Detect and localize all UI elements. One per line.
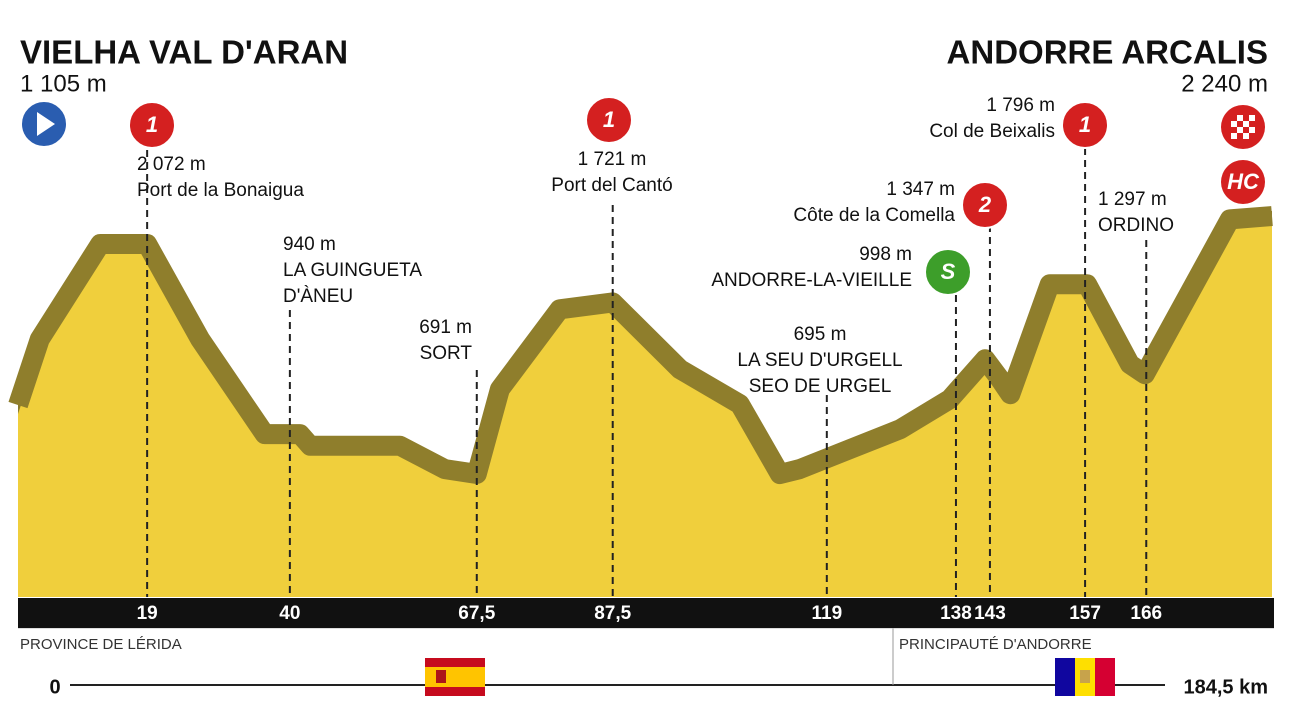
region-label: PROVINCE DE LÉRIDA	[20, 636, 182, 653]
region-label: PRINCIPAUTÉ D'ANDORRE	[899, 636, 1092, 653]
climb-badge	[585, 96, 633, 144]
waypoint-elevation: 1 347 m	[886, 179, 955, 200]
climb-badge-label: 1	[146, 112, 158, 137]
spain-flag	[425, 658, 485, 696]
waypoint-name: D'ÀNEU	[283, 286, 353, 307]
start-elevation: 1 105 m	[20, 70, 107, 97]
km-label: 67,5	[458, 603, 495, 624]
waypoint-name: LA GUINGUETA	[283, 260, 422, 281]
waypoint-elevation: 1 297 m	[1098, 189, 1167, 210]
waypoint-elevation: 1 796 m	[986, 95, 1055, 116]
waypoint-name: SORT	[420, 343, 473, 364]
hc-badge	[1221, 160, 1265, 204]
waypoint-elevation: 691 m	[419, 317, 472, 338]
waypoint-elevation: 998 m	[859, 244, 912, 265]
waypoint-name: Col de Beixalis	[929, 121, 1055, 142]
km-label: 40	[279, 603, 300, 624]
km-bar	[18, 598, 1274, 628]
km-label: 138	[940, 603, 972, 624]
finish-elevation: 2 240 m	[1181, 70, 1268, 97]
climb-badge	[128, 101, 176, 149]
waypoint-elevation: 1 721 m	[578, 149, 647, 170]
start-name: VIELHA VAL D'ARAN	[20, 34, 348, 71]
waypoint-elevation: 2 072 m	[137, 154, 206, 175]
km-label: 157	[1069, 603, 1101, 624]
waypoint-elevation: 695 m	[794, 324, 847, 345]
climb-badge-label: 1	[1079, 112, 1091, 137]
climb-badge	[961, 181, 1009, 229]
waypoint-name: SEO DE URGEL	[749, 376, 892, 397]
distance-label: 184,5 km	[1183, 676, 1268, 698]
climb-badge-label: 1	[603, 107, 615, 132]
profile-ridge	[8, 206, 1273, 485]
distance-label: 0	[49, 676, 60, 698]
finish-name: ANDORRE ARCALIS	[947, 34, 1268, 71]
km-label: 166	[1130, 603, 1162, 624]
km-label: 143	[974, 603, 1006, 624]
bar-underline	[18, 628, 1274, 629]
waypoint-name: ORDINO	[1098, 215, 1174, 236]
start-icon	[20, 100, 68, 148]
climb-badge	[1061, 101, 1109, 149]
profile-area	[18, 225, 1272, 598]
km-label: 87,5	[594, 603, 631, 624]
km-label: 119	[811, 603, 842, 624]
waypoint-name: LA SEU D'URGELL	[737, 350, 902, 371]
waypoint-elevation: 940 m	[283, 234, 336, 255]
waypoint-name: Port de la Bonaigua	[137, 180, 304, 201]
waypoint-name: ANDORRE-LA-VIEILLE	[711, 270, 912, 291]
hc-badge-label: HC	[1227, 169, 1260, 194]
climb-badge	[924, 248, 972, 296]
climb-badge-label: S	[941, 259, 956, 284]
waypoint-name: Port del Cantó	[551, 175, 672, 196]
km-label: 19	[137, 603, 158, 624]
andorra-flag	[1055, 658, 1115, 696]
waypoint-name: Côte de la Comella	[793, 205, 955, 226]
climb-badge-label: 2	[978, 192, 992, 217]
finish-icon	[1221, 105, 1265, 149]
